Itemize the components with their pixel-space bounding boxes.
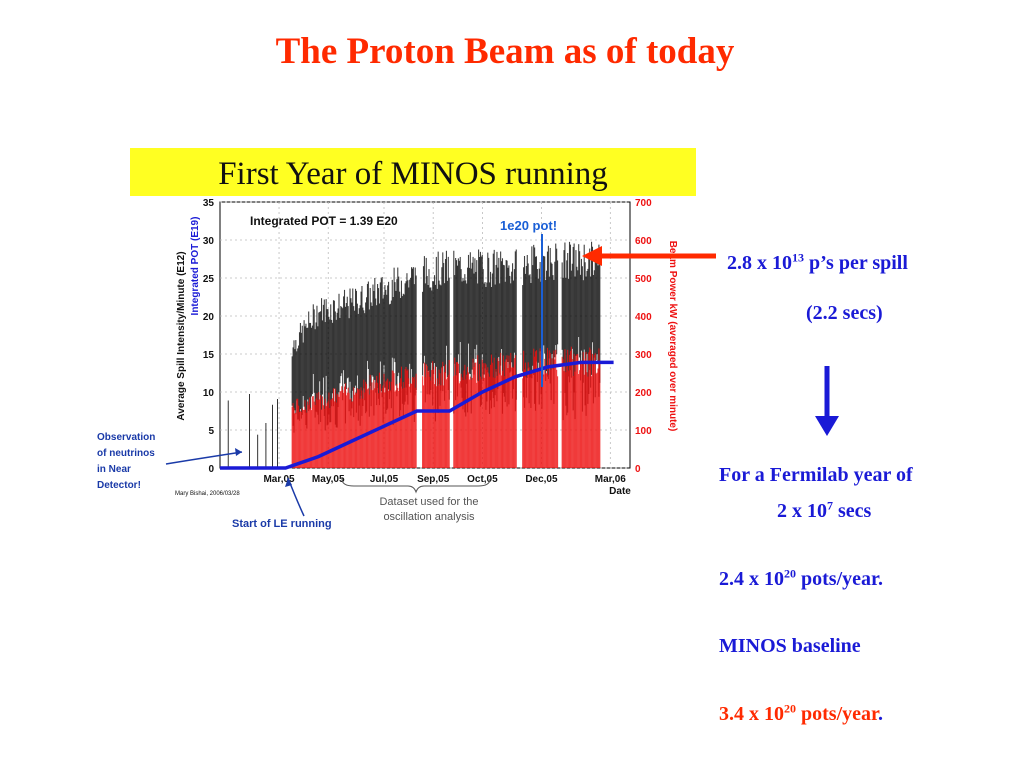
x-tick-label: Dec,05 — [525, 474, 558, 485]
y-left-tick-label: 30 — [203, 236, 215, 247]
chart-title-banner — [130, 148, 696, 196]
y-right-tick-label: 100 — [635, 426, 652, 437]
x-tick-label: Mar,06 — [595, 474, 627, 485]
y-right-tick-label: 300 — [635, 350, 652, 361]
chart-svg: First Year of MINOS running 0 5 10 15 20 25 30… — [97, 148, 696, 530]
chart-title: First Year of MINOS running — [218, 156, 608, 192]
spill-intensity-suffix: p’s per spill — [804, 252, 908, 274]
minos-chart: First Year of MINOS running 0 5 10 15 20 25 30… — [92, 146, 702, 536]
observation-note-line3: in Near — [97, 464, 131, 475]
red-pointer-arrow — [582, 246, 716, 266]
y-left-tick-label: 0 — [208, 464, 214, 475]
fermilab-year-exponent: 7 — [827, 498, 833, 513]
milestone-label: 1e20 pot! — [500, 218, 557, 233]
x-tick-label: Sep,05 — [417, 474, 450, 485]
observation-arrow — [165, 451, 243, 465]
minos-baseline-label: MINOS baseline — [719, 635, 861, 657]
spill-intensity-text: 2.8 x 1013 p’s per spill — [727, 250, 908, 275]
y-right-label: Beam Power kW (averaged over minute) — [667, 241, 678, 432]
observation-arrow-head — [235, 448, 242, 456]
x-axis-label: Date — [609, 486, 631, 497]
x-tick-label: Jul,05 — [370, 474, 399, 485]
y-right-tick-label: 700 — [635, 198, 652, 209]
integrated-pot-line — [220, 360, 614, 470]
x-tick-label: Mar,05 — [263, 474, 295, 485]
y-left-tick-label: 10 — [203, 388, 215, 399]
x-tick-label: Oct,05 — [467, 474, 498, 485]
spill-intensity-exponent: 13 — [792, 250, 804, 265]
spill-intensity-base: 2.8 x 10 — [727, 252, 792, 274]
y-right-tick-label: 200 — [635, 388, 652, 399]
y-left-blue-label: Integrated POT (E19) — [190, 217, 201, 316]
observation-note-line2: of neutrinos — [97, 448, 155, 459]
baseline-suffix: pots/year — [796, 703, 879, 725]
observation-note-line1: Observation — [97, 432, 155, 443]
observation-note-line4: Detector! — [97, 480, 141, 491]
y-left-tick-label: 20 — [203, 312, 215, 323]
minos-baseline-value: 3.4 x 1020 pots/year. — [719, 701, 884, 726]
spill-time-text: (2.2 secs) — [806, 302, 883, 324]
y-left-tick-label: 25 — [203, 274, 215, 285]
baseline-period: . — [878, 703, 884, 725]
fermilab-year-base: 2 x 10 — [777, 500, 827, 522]
y-left-tick-label: 15 — [203, 350, 215, 361]
red-arrow-head — [582, 246, 602, 266]
y-right-tick-label: 500 — [635, 274, 652, 285]
y-right-tick-label: 600 — [635, 236, 652, 247]
pots-year-base: 2.4 x 10 — [719, 568, 784, 590]
pots-per-year-text: 2.4 x 1020 pots/year. — [719, 566, 884, 591]
baseline-base: 3.4 x 10 — [719, 703, 784, 725]
axis-tick-labels: 0 5 10 15 20 25 30 35 0 100 200 300 400 500 600 700 Mar,… — [203, 198, 652, 485]
integrated-pot-label: Integrated POT = 1.39 E20 — [250, 214, 398, 228]
le-running-arrow-head — [285, 478, 292, 487]
fermilab-year-line2: 2 x 107 secs — [777, 498, 872, 523]
x-tick-label: May,05 — [312, 474, 345, 485]
y-right-tick-label: 0 — [635, 464, 641, 475]
blue-arrow-head — [815, 416, 839, 436]
le-running-note: Start of LE running — [232, 518, 332, 530]
fermilab-year-line1: For a Fermilab year of — [719, 464, 913, 486]
y-left-tick-label: 35 — [203, 198, 215, 209]
power-marks — [291, 346, 601, 468]
pots-year-suffix: pots/year. — [796, 568, 884, 590]
pots-year-exponent: 20 — [784, 566, 796, 581]
fermilab-year-suffix: secs — [833, 500, 872, 522]
slide-title: The Proton Beam as of today — [275, 31, 735, 72]
credit-text: Mary Bishai, 2006/03/28 — [175, 491, 240, 497]
dataset-note-line1: Dataset used for the — [379, 496, 478, 508]
y-left-label: Average Spill Intensity/Minute (E12) — [176, 251, 187, 420]
y-left-tick-label: 5 — [208, 426, 214, 437]
dataset-brace — [341, 478, 491, 494]
dataset-note-line2: oscillation analysis — [383, 511, 475, 523]
y-right-tick-label: 400 — [635, 312, 652, 323]
blue-down-arrow — [815, 366, 839, 436]
baseline-exponent: 20 — [784, 701, 796, 716]
